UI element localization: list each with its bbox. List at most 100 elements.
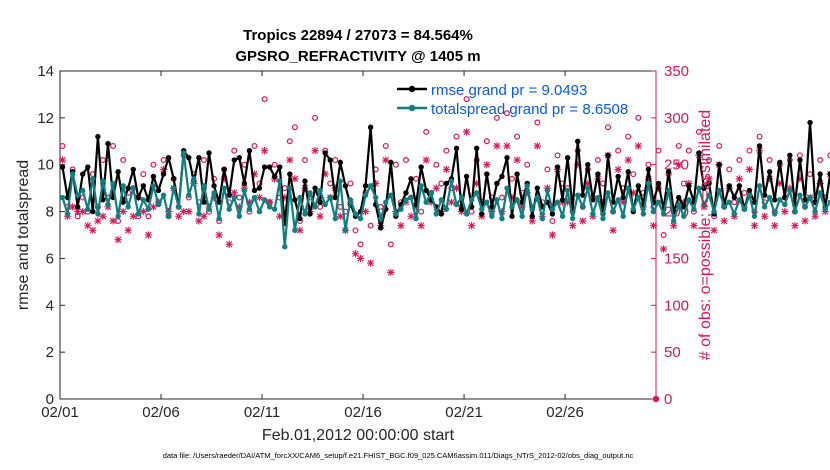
- rmse-point: [761, 192, 768, 198]
- obs-possible-point: [615, 147, 622, 154]
- obs-assimilated-point: [235, 203, 243, 211]
- totalspread-point: [438, 197, 445, 203]
- totalspread-point: [110, 180, 116, 187]
- rmse-point: [453, 145, 460, 152]
- rmse-point: [479, 211, 485, 217]
- totalspread-point: [393, 211, 399, 217]
- totalspread-point: [388, 192, 394, 198]
- totalspread-point: [630, 206, 636, 212]
- obs-possible-point: [271, 161, 278, 168]
- obs-assimilated-point: [811, 212, 819, 220]
- obs-assimilated-point: [483, 161, 491, 169]
- obs-assimilated-point: [367, 259, 375, 267]
- totalspread-point: [302, 211, 308, 217]
- totalspread-point: [120, 183, 126, 189]
- obs-assimilated-point: [215, 231, 223, 239]
- obs-possible-point: [140, 171, 147, 178]
- totalspread-point: [600, 215, 606, 222]
- rmse-point: [484, 171, 490, 177]
- rmse-point: [807, 119, 813, 126]
- obs-assimilated-point: [584, 179, 592, 188]
- obs-assimilated-point: [195, 217, 203, 225]
- rmse-point: [297, 215, 303, 222]
- totalspread-point: [216, 215, 222, 222]
- obs-assimilated-point: [230, 189, 238, 197]
- rmse-point: [125, 185, 131, 191]
- totalspread-point: [362, 192, 369, 198]
- legend: rmse grand pr = 9.0493 totalspread grand…: [397, 82, 628, 118]
- obs-possible-point: [524, 161, 531, 168]
- rmse-point: [676, 194, 682, 201]
- rmse-point: [388, 159, 394, 166]
- y-axis-label: rmse and totalspread: [15, 160, 32, 310]
- obs-assimilated-point: [220, 175, 228, 183]
- totalspread-point: [448, 178, 455, 184]
- totalspread-point: [74, 192, 81, 198]
- obs-possible-point: [817, 157, 824, 164]
- totalspread-point: [282, 244, 288, 250]
- obs-possible-point: [286, 138, 293, 145]
- totalspread-point: [150, 183, 157, 189]
- rmse-point: [726, 183, 732, 189]
- totalspread-point: [317, 187, 323, 194]
- rmse-point: [580, 192, 586, 198]
- totalspread-point: [468, 197, 475, 203]
- totalspread-point: [595, 194, 601, 201]
- totalspread-point: [499, 215, 505, 222]
- rmse-point: [665, 169, 672, 175]
- rmse-point: [499, 173, 505, 180]
- rmse-point: [595, 171, 601, 177]
- obs-possible-point: [301, 157, 308, 164]
- rmse-point: [216, 199, 222, 205]
- totalspread-point: [751, 213, 758, 219]
- rmse-point: [367, 124, 374, 130]
- obs-possible-point: [741, 189, 748, 196]
- rmse-point: [590, 197, 596, 203]
- obs-assimilated-point: [361, 207, 370, 216]
- rmse-point: [307, 211, 313, 217]
- obs-possible-point: [59, 142, 66, 149]
- obs-possible-point: [433, 161, 440, 168]
- totalspread-point: [231, 194, 237, 201]
- totalspread-point: [403, 197, 409, 203]
- totalspread-point: [590, 211, 596, 217]
- totalspread-point: [741, 206, 748, 212]
- obs-assimilated-point: [619, 198, 627, 206]
- obs-assimilated-point: [255, 193, 264, 202]
- x-tick-label: 02/06: [142, 404, 180, 421]
- totalspread-point: [569, 215, 576, 222]
- obs-possible-point: [726, 166, 733, 173]
- obs-possible-point: [352, 227, 359, 234]
- totalspread-point: [191, 176, 197, 182]
- totalspread-point: [398, 206, 404, 212]
- obs-possible-point: [534, 119, 541, 126]
- obs-assimilated-point: [316, 212, 324, 220]
- obs-assimilated-point: [796, 175, 804, 183]
- obs-assimilated-point: [498, 207, 506, 216]
- obs-assimilated-point: [180, 207, 188, 216]
- rmse-line: [61, 121, 830, 230]
- obs-possible-point: [630, 171, 637, 178]
- obs-assimilated-point: [109, 217, 117, 225]
- rmse-point: [322, 150, 328, 156]
- totalspread-point: [721, 204, 727, 210]
- obs-possible-point: [261, 96, 268, 103]
- rmse-point: [408, 176, 414, 182]
- rmse-point: [155, 187, 162, 194]
- x-tick-label: 02/21: [445, 404, 483, 421]
- rmse-point: [236, 154, 243, 161]
- obs-possible-point: [554, 152, 561, 159]
- totalspread-point: [691, 206, 697, 212]
- obs-assimilated-point: [99, 212, 107, 220]
- obs-possible-point: [357, 241, 364, 248]
- rmse-point: [100, 197, 106, 203]
- obs-possible-point: [493, 114, 500, 121]
- y-tick-label: 4: [46, 297, 54, 314]
- rmse-point: [165, 154, 172, 161]
- totalspread-point: [676, 201, 682, 208]
- rmse-point: [287, 171, 293, 177]
- totalspread-point: [771, 211, 778, 217]
- totalspread-point: [307, 190, 313, 196]
- rmse-point: [438, 211, 445, 217]
- rmse-point: [509, 213, 515, 219]
